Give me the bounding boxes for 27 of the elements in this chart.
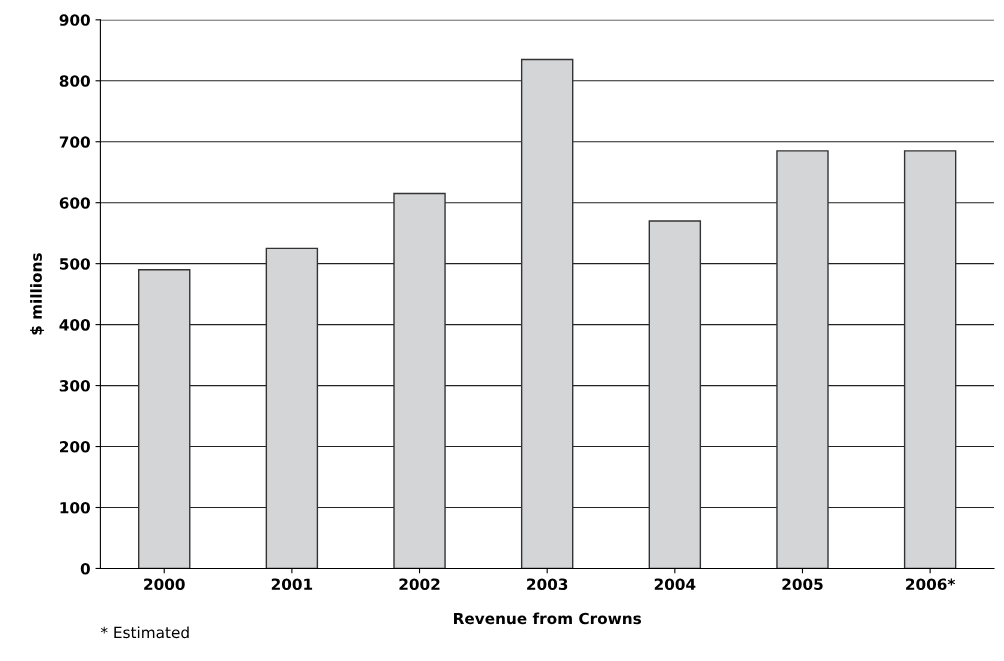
y-tick-label: 500 <box>59 258 90 270</box>
x-tick-label: 2004 <box>654 578 696 591</box>
x-axis-title: Revenue from Crowns <box>454 612 642 625</box>
x-tick-label: 2002 <box>399 578 440 591</box>
y-tick-label: 900 <box>59 14 90 26</box>
y-tick-label: 400 <box>59 319 90 331</box>
y-tick-label: 600 <box>59 197 90 209</box>
x-tick-label: 2001 <box>271 578 313 591</box>
bar <box>520 58 574 569</box>
bar <box>648 220 702 569</box>
x-tick-label: 2003 <box>527 578 568 591</box>
x-tick-label: 2000 <box>144 578 185 591</box>
x-tick-label: 2005 <box>782 578 823 591</box>
bar <box>265 247 319 569</box>
y-tick-label: 100 <box>60 501 90 514</box>
bar <box>393 192 446 569</box>
y-tick-label: 200 <box>60 441 90 453</box>
bar <box>776 150 829 569</box>
y-tick-label: 300 <box>59 380 90 392</box>
bar <box>903 150 957 569</box>
y-axis-title: $ millions <box>30 253 44 335</box>
y-tick-label: 700 <box>59 136 90 148</box>
y-tick-label: 800 <box>59 75 90 87</box>
x-tick-label: 2006* <box>906 578 956 591</box>
bar <box>138 269 191 569</box>
text: * Estimated <box>100 626 189 639</box>
y-tick-label: 0 <box>80 562 90 575</box>
